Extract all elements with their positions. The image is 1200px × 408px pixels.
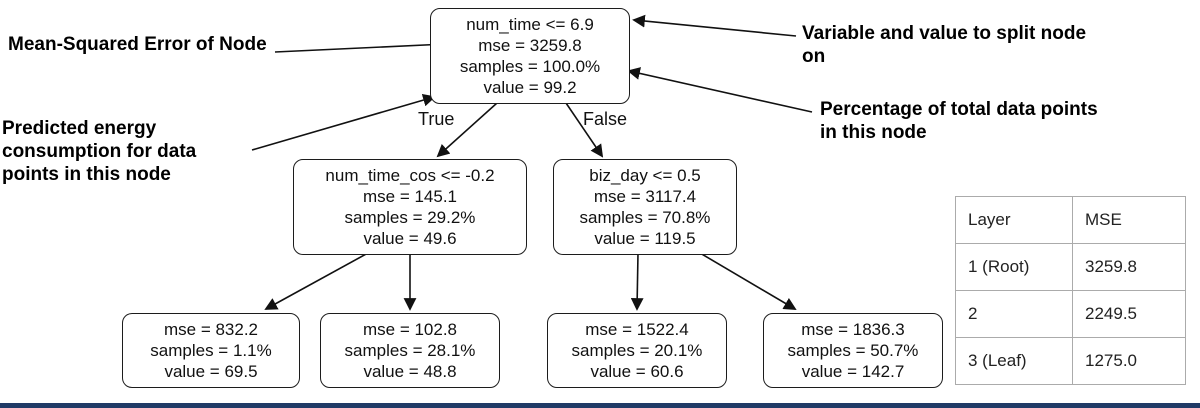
node-value: value = 119.5: [594, 229, 696, 248]
node-mse: mse = 1836.3: [801, 320, 905, 339]
node-samples: samples = 70.8%: [579, 208, 711, 227]
node-value: value = 49.6: [363, 229, 457, 248]
arrow-predicted-annotation: [251, 93, 436, 151]
node-samples: samples = 1.1%: [150, 341, 272, 360]
node-samples: samples = 29.2%: [344, 208, 476, 227]
edge-right-to-leaf3: [630, 252, 644, 311]
tree-node-leaf-1: mse = 832.2 samples = 1.1% value = 69.5: [122, 313, 300, 388]
table-row: 1 (Root) 3259.8: [955, 243, 1186, 291]
table-cell-mse: 3259.8: [1072, 243, 1186, 291]
annotation-mse: Mean-Squared Error of Node: [8, 34, 267, 55]
node-value: value = 142.7: [801, 362, 905, 381]
annotation-samples-percentage: Percentage of total data points in this …: [820, 99, 1098, 143]
node-condition: num_time_cos <= -0.2: [325, 166, 495, 185]
node-samples: samples = 50.7%: [787, 341, 919, 360]
table-cell-layer: 2: [955, 290, 1073, 338]
arrow-percentage-annotation: [627, 67, 813, 113]
node-mse: mse = 832.2: [163, 320, 259, 339]
edge-right-to-leaf4: [699, 252, 797, 310]
node-samples: samples = 28.1%: [344, 341, 476, 360]
tree-node-left-child: num_time_cos <= -0.2 mse = 145.1 samples…: [293, 159, 527, 255]
table-cell-layer: 3 (Leaf): [955, 337, 1073, 385]
annotation-predicted-value: Predicted energy consumption for data po…: [2, 118, 197, 185]
edge-root-to-left: [436, 102, 498, 158]
node-condition: biz_day <= 0.5: [589, 166, 701, 185]
edge-left-to-leaf1: [264, 252, 369, 310]
node-mse: mse = 3259.8: [478, 36, 582, 55]
node-value: value = 69.5: [164, 362, 258, 381]
node-mse: mse = 145.1: [362, 187, 458, 206]
tree-node-leaf-4: mse = 1836.3 samples = 50.7% value = 142…: [763, 313, 943, 388]
tree-node-right-child: biz_day <= 0.5 mse = 3117.4 samples = 70…: [553, 159, 737, 255]
arrow-mse-annotation: [274, 38, 448, 53]
node-condition: num_time <= 6.9: [466, 15, 594, 34]
edge-root-to-right: [565, 102, 604, 158]
table-header-row: Layer MSE: [955, 196, 1186, 244]
node-mse: mse = 102.8: [362, 320, 458, 339]
table-header-layer: Layer: [955, 196, 1073, 244]
layer-mse-table: Layer MSE 1 (Root) 3259.8 2 2249.5 3 (Le…: [955, 196, 1186, 385]
node-samples: samples = 100.0%: [459, 57, 601, 76]
node-mse: mse = 3117.4: [593, 187, 697, 206]
edge-label-false: False: [583, 109, 628, 129]
edge-label-true: True: [418, 109, 455, 129]
arrow-split-annotation: [632, 14, 797, 37]
tree-node-leaf-2: mse = 102.8 samples = 28.1% value = 48.8: [320, 313, 500, 388]
tree-node-root: num_time <= 6.9 mse = 3259.8 samples = 1…: [430, 8, 630, 104]
table-row: 3 (Leaf) 1275.0: [955, 337, 1186, 385]
node-value: value = 60.6: [590, 362, 684, 381]
table-cell-mse: 1275.0: [1072, 337, 1186, 385]
table-cell-mse: 2249.5: [1072, 290, 1186, 338]
table-header-mse: MSE: [1072, 196, 1186, 244]
bottom-accent-bar: [0, 403, 1200, 408]
node-samples: samples = 20.1%: [571, 341, 703, 360]
tree-node-leaf-3: mse = 1522.4 samples = 20.1% value = 60.…: [547, 313, 727, 388]
annotation-split-variable: Variable and value to split node on: [802, 23, 1087, 67]
node-mse: mse = 1522.4: [585, 320, 689, 339]
table-cell-layer: 1 (Root): [955, 243, 1073, 291]
table-row: 2 2249.5: [955, 290, 1186, 338]
node-value: value = 48.8: [363, 362, 457, 381]
node-value: value = 99.2: [483, 78, 577, 97]
